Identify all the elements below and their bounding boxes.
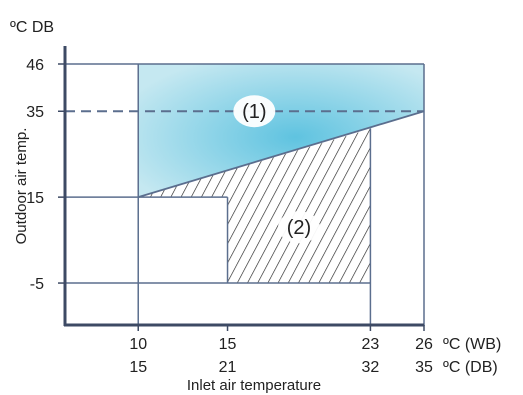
- labels-layer: ºC DB Outdoor air temp. Inlet air temper…: [10, 19, 501, 394]
- x-tick-wb-15: 15: [219, 336, 237, 353]
- region-2-label: (2): [287, 217, 311, 239]
- y-tick-label-35: 35: [26, 104, 44, 121]
- x-axis-label: Inlet air temperature: [187, 377, 321, 394]
- boundary-line-1: [137, 110, 425, 199]
- regions-layer: [138, 64, 424, 284]
- x-tick-db-21: 21: [219, 359, 237, 376]
- x-tick-wb-26: 26: [415, 336, 433, 353]
- y-axis-label: Outdoor air temp.: [13, 128, 30, 245]
- region-1-area: [138, 64, 424, 198]
- region-1-label-bg: [233, 95, 276, 128]
- region-2-area: [138, 128, 371, 284]
- y-tick-label-46: 46: [26, 57, 44, 74]
- x-tick-db-32: 32: [362, 359, 380, 376]
- x-tick-wb-10: 10: [129, 336, 147, 353]
- x-tick-db-15: 15: [129, 359, 147, 376]
- axes-layer: [63, 46, 424, 327]
- region-1-label: (1): [242, 101, 266, 123]
- y-tick-label-15: 15: [26, 190, 44, 207]
- x-tick-db-35: 35: [415, 359, 433, 376]
- x-unit-wb: ºC (WB): [443, 336, 501, 353]
- region-2-label-bg: [277, 211, 320, 244]
- x-unit-db: ºC (DB): [443, 359, 498, 376]
- y-unit-label: ºC DB: [10, 19, 54, 36]
- y-tick-label--5: -5: [30, 276, 44, 293]
- x-tick-wb-23: 23: [362, 336, 380, 353]
